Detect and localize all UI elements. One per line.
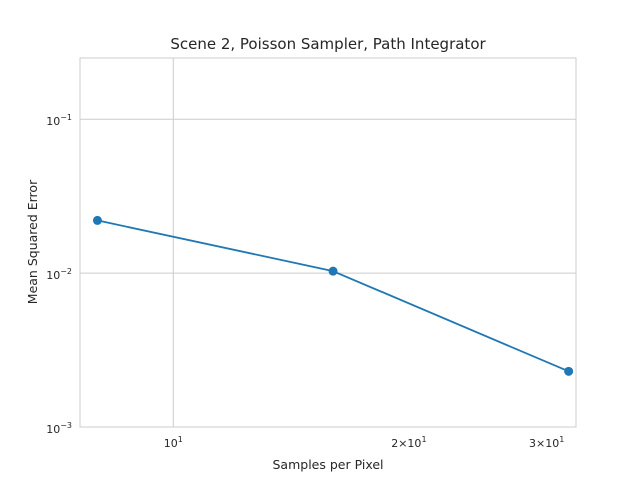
grid-lines [80,58,576,427]
plot-area [80,58,576,427]
y-tick-exponent: −1 [60,113,72,122]
data-point [328,266,338,276]
x-tick-label: 101 [164,435,183,450]
series-layer [92,215,574,376]
x-tick-label: 2×101 [391,435,426,450]
y-tick-label: 10−2 [46,267,72,282]
y-tick-base: 10 [46,269,60,282]
x-tick-exponent: 1 [178,435,183,444]
x-axis-label: Samples per Pixel [272,457,383,472]
data-point [92,215,102,225]
x-tick-exponent: 1 [559,435,564,444]
y-axis-label: Mean Squared Error [25,179,40,304]
x-tick-base: 3×10 [529,437,559,450]
x-tick-base: 10 [164,437,178,450]
y-tick-exponent: −3 [60,421,72,430]
chart-title: Scene 2, Poisson Sampler, Path Integrato… [170,35,486,53]
x-tick-label: 3×101 [529,435,564,450]
plot-frame [79,57,577,428]
x-tick-base: 2×10 [391,437,421,450]
x-tick-exponent: 1 [421,435,426,444]
y-tick-exponent: −2 [60,267,72,276]
data-point [564,366,574,376]
y-tick-base: 10 [46,115,60,128]
y-tick-label: 10−1 [46,113,72,128]
y-tick-label: 10−3 [46,421,72,436]
y-tick-base: 10 [46,423,60,436]
